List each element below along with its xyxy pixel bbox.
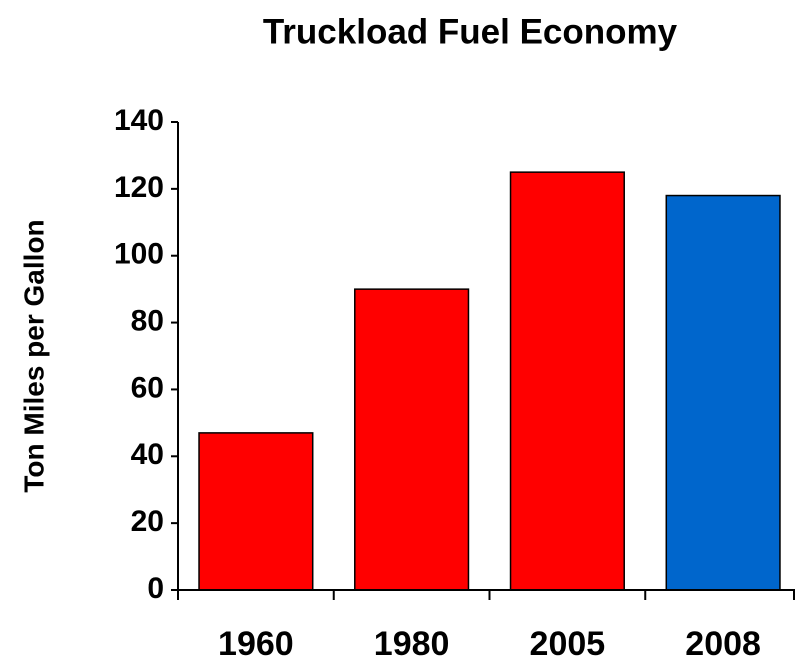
x-tick-label: 1960 bbox=[218, 625, 294, 663]
x-tick-label: 1980 bbox=[374, 625, 450, 663]
bar bbox=[354, 288, 470, 591]
y-tick-label: 0 bbox=[147, 572, 164, 605]
y-tick-label: 20 bbox=[131, 505, 164, 538]
x-tick-label: 2005 bbox=[530, 625, 606, 663]
y-tick-label: 100 bbox=[114, 238, 164, 271]
y-tick-label: 60 bbox=[131, 371, 164, 404]
bar bbox=[665, 194, 781, 591]
y-axis-label: Ton Miles per Gallon bbox=[18, 219, 49, 492]
y-tick-label: 80 bbox=[131, 304, 164, 337]
y-tick-label: 120 bbox=[114, 171, 164, 204]
y-tick-label: 40 bbox=[131, 438, 164, 471]
bar bbox=[198, 432, 314, 591]
y-tick-label: 140 bbox=[114, 104, 164, 137]
chart-title: Truckload Fuel Economy bbox=[263, 12, 678, 51]
bar bbox=[509, 171, 625, 591]
x-tick-label: 2008 bbox=[685, 625, 761, 663]
